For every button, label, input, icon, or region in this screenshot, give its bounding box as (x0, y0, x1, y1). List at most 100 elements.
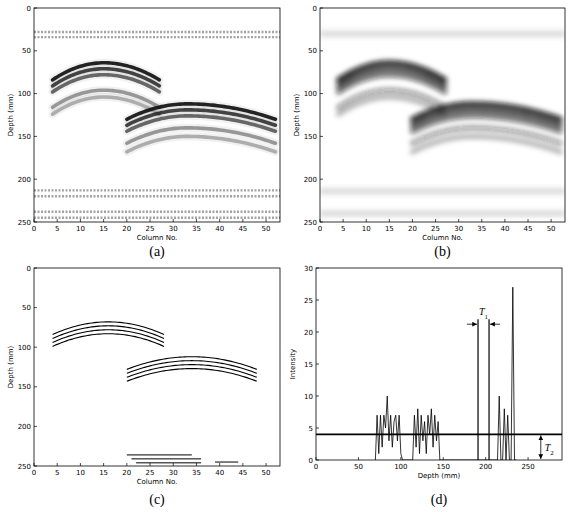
x-tick (458, 219, 459, 222)
x-tick-label: 35 (477, 225, 486, 233)
y-tick (316, 460, 319, 461)
x-tick-label: 30 (169, 469, 178, 477)
layer (34, 195, 280, 197)
plot-background (34, 8, 280, 222)
frame (316, 268, 562, 460)
x-tick-label: 0 (314, 463, 318, 471)
x-tick-label: 25 (146, 225, 155, 233)
t1-arrow (467, 324, 477, 325)
t1-line (488, 319, 489, 460)
annotation-subscript: 1 (485, 313, 489, 321)
panel-label: (a) (149, 244, 165, 260)
x-tick-label: 50 (354, 463, 363, 471)
x-tick-label: 10 (76, 469, 85, 477)
y-tick-label: 100 (18, 90, 31, 98)
y-tick (316, 332, 319, 333)
x-tick-label: 45 (238, 225, 247, 233)
x-tick (266, 463, 267, 466)
y-axis-title: Depth (mm) (7, 345, 15, 388)
y-tick (320, 8, 323, 9)
x-tick (80, 463, 81, 466)
x-tick-label: 50 (547, 225, 556, 233)
x-tick-label: 10 (362, 225, 371, 233)
y-tick-label: 20 (304, 329, 313, 337)
frame (34, 268, 280, 466)
y-tick (316, 300, 319, 301)
layer (320, 188, 565, 194)
x-axis-title: Column No. (137, 478, 178, 486)
layer (34, 31, 280, 33)
y-tick (320, 222, 323, 223)
x-tick (150, 463, 151, 466)
layer (131, 458, 201, 459)
x-tick (57, 219, 58, 222)
annotation-label: T2 (545, 442, 555, 457)
x-tick (481, 219, 482, 222)
x-tick-label: 50 (262, 469, 271, 477)
x-tick-label: 20 (408, 225, 417, 233)
x-tick (412, 219, 413, 222)
x-tick (266, 219, 267, 222)
plot-area (320, 34, 565, 214)
x-tick-label: 20 (122, 225, 131, 233)
y-tick-label: 150 (18, 133, 31, 141)
reflection-edge (127, 365, 257, 378)
reflection-edge (53, 334, 164, 347)
reflection (412, 136, 560, 151)
y-tick (320, 136, 323, 137)
y-tick (34, 8, 37, 9)
reflection-edge (127, 357, 257, 370)
x-tick (443, 457, 444, 460)
x-tick-label: 0 (318, 225, 322, 233)
reflection-edge (127, 361, 257, 374)
x-tick-label: 15 (99, 225, 108, 233)
x-tick-label: 200 (479, 463, 492, 471)
y-tick (34, 136, 37, 137)
y-tick-label: 50 (22, 304, 31, 312)
annotation-label: T1 (479, 306, 489, 321)
y-axis-title: Depth (mm) (7, 93, 15, 136)
x-tick-label: 100 (394, 463, 407, 471)
x-tick (126, 219, 127, 222)
x-tick-label: 40 (215, 225, 224, 233)
x-tick (150, 219, 151, 222)
reflection (127, 136, 276, 151)
frame (34, 8, 280, 222)
t1-line (477, 319, 478, 460)
y-tick-label: 15 (304, 361, 313, 369)
y-tick-label: 150 (304, 133, 317, 141)
y-tick-label: 10 (304, 393, 313, 401)
x-tick-label: 5 (341, 225, 345, 233)
y-tick (34, 268, 37, 269)
x-tick-label: 30 (454, 225, 463, 233)
y-tick (34, 93, 37, 94)
plot-area (53, 322, 257, 463)
x-axis-title: Depth (mm) (418, 472, 461, 480)
layer (127, 454, 192, 455)
plot-area (316, 287, 562, 460)
layer (320, 210, 565, 216)
threshold-line (316, 434, 562, 436)
x-tick-label: 25 (431, 225, 440, 233)
panel-label: (c) (149, 492, 165, 508)
layer (34, 189, 280, 191)
x-tick-label: 15 (385, 225, 394, 233)
x-tick (528, 457, 529, 460)
y-tick-label: 0 (27, 265, 31, 273)
x-tick-label: 30 (169, 225, 178, 233)
y-tick-label: 50 (22, 47, 31, 55)
x-tick (173, 463, 174, 466)
x-tick (504, 219, 505, 222)
y-tick-label: 50 (308, 47, 317, 55)
x-tick (196, 219, 197, 222)
x-tick-label: 20 (122, 469, 131, 477)
x-tick-label: 5 (55, 469, 59, 477)
y-tick (34, 307, 37, 308)
x-axis-title: Column No. (137, 234, 178, 242)
x-tick-label: 5 (55, 225, 59, 233)
x-tick-label: 25 (146, 469, 155, 477)
x-tick (400, 457, 401, 460)
x-tick (196, 463, 197, 466)
image-content (34, 32, 280, 218)
x-tick (173, 219, 174, 222)
